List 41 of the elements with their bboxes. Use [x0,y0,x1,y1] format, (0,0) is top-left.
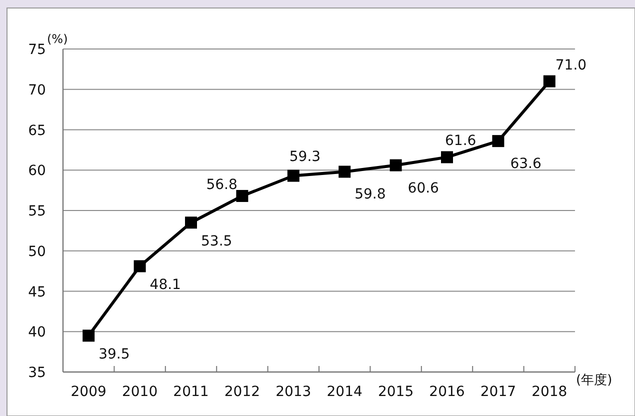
data-label: 39.5 [98,346,130,363]
y-tick-label: 50 [28,244,46,260]
y-tick-label: 70 [28,82,46,98]
point [390,159,402,172]
point [82,330,95,342]
x-tick-label: 2009 [70,384,106,400]
x-tick-label: 2016 [429,384,465,400]
x-tick-label: 2017 [480,384,516,400]
x-tick-label: 2011 [173,384,209,400]
y-tick-label: 75 [28,42,46,58]
y-tick-label: 45 [28,284,46,300]
point [134,260,146,272]
y-tick-label: 65 [28,122,46,139]
y-tick-label: 40 [28,324,46,341]
y-tick-label: 35 [28,365,46,381]
x-tick-label: 2014 [326,384,362,400]
point [492,135,504,148]
point [338,166,351,178]
y-tick-label: 60 [28,163,46,180]
x-tick-label: 2018 [532,384,568,400]
data-label: 56.8 [206,176,238,193]
data-label: 53.5 [201,234,232,250]
point [441,151,453,164]
x-tick-label: 2013 [276,384,312,400]
data-label: 71.0 [555,57,587,74]
y-tick-label: 55 [28,204,46,220]
data-label: 61.6 [445,133,476,150]
x-tick-label: 2012 [224,384,260,400]
data-label: 63.6 [510,156,542,172]
x-tick-label: 2015 [378,384,414,400]
data-label: 60.6 [408,180,440,196]
y-axis-title: (%) [47,32,68,46]
data-label: 48.1 [150,277,181,294]
point [543,75,556,88]
x-tick-label: 2010 [122,384,158,400]
data-label: 59.8 [354,186,386,203]
point [236,190,248,202]
x-axis-title: (年度) [576,372,612,388]
data-label: 59.3 [289,148,321,165]
point [185,216,197,229]
point [287,170,300,182]
